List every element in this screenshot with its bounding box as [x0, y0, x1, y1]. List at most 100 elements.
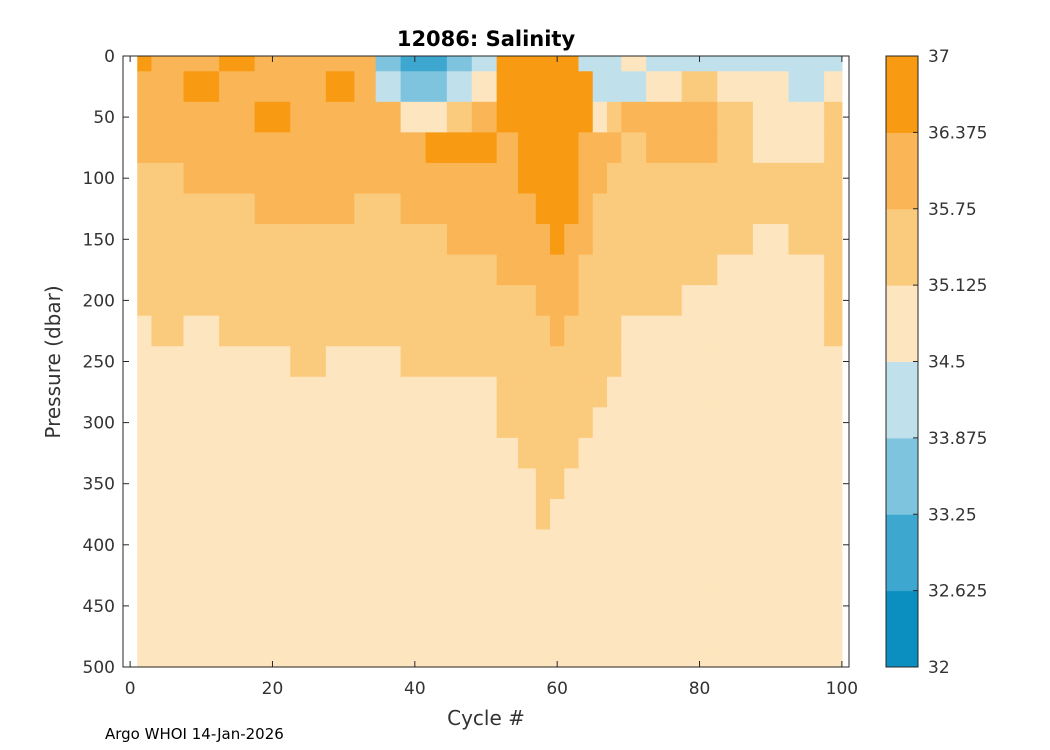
- salinity-cell: [564, 315, 580, 347]
- salinity-cell: [535, 56, 551, 72]
- salinity-cell: [137, 71, 153, 103]
- salinity-cell: [496, 101, 519, 133]
- salinity-cell: [183, 315, 220, 347]
- salinity-cell: [325, 560, 355, 592]
- salinity-cell: [788, 651, 825, 668]
- salinity-cell: [788, 101, 825, 133]
- salinity-cell: [151, 193, 185, 225]
- salinity-cell: [254, 71, 291, 103]
- salinity-cell: [752, 437, 790, 470]
- salinity-cell: [290, 498, 327, 531]
- salinity-cell: [425, 590, 448, 622]
- salinity-cell: [183, 193, 220, 225]
- salinity-cell: [219, 407, 256, 439]
- salinity-cell: [354, 315, 377, 347]
- salinity-cell: [824, 346, 843, 378]
- salinity-cell: [425, 224, 448, 256]
- salinity-cell: [535, 376, 551, 408]
- salinity-cell: [788, 437, 825, 470]
- salinity-cell: [550, 162, 565, 195]
- salinity-cell: [788, 162, 825, 195]
- salinity-cell: [681, 651, 718, 668]
- salinity-cell: [621, 224, 647, 256]
- salinity-cell: [592, 468, 608, 500]
- salinity-cell: [219, 621, 256, 653]
- salinity-cell: [400, 621, 427, 653]
- salinity-cell: [290, 468, 327, 500]
- salinity-cell: [646, 162, 683, 195]
- x-axis-label: Cycle #: [447, 706, 525, 730]
- salinity-cell: [646, 101, 683, 133]
- salinity-cell: [578, 132, 594, 164]
- salinity-cell: [621, 498, 647, 531]
- salinity-cell: [400, 71, 427, 103]
- salinity-cell: [151, 498, 185, 531]
- salinity-cell: [717, 468, 754, 500]
- salinity-cell: [824, 224, 843, 256]
- salinity-cell: [518, 437, 537, 470]
- salinity-cell: [717, 254, 754, 286]
- salinity-cell: [518, 529, 537, 561]
- x-axis: 0 20 40 60 80 100: [125, 56, 858, 699]
- salinity-cell: [400, 132, 427, 164]
- salinity-cell: [375, 407, 402, 439]
- salinity-cell: [578, 346, 594, 378]
- salinity-cell: [151, 346, 185, 378]
- salinity-cell: [550, 560, 565, 592]
- salinity-cell: [578, 468, 594, 500]
- salinity-cell: [518, 132, 537, 164]
- salinity-cell: [471, 285, 498, 317]
- salinity-cell: [137, 224, 153, 256]
- salinity-cell: [354, 56, 377, 72]
- salinity-cell: [354, 437, 377, 470]
- salinity-cell: [183, 132, 220, 164]
- salinity-cell: [151, 315, 185, 347]
- salinity-cell: [788, 224, 825, 256]
- salinity-cell: [607, 193, 622, 225]
- chart-title: 12086: Salinity: [397, 27, 576, 51]
- salinity-cell: [550, 498, 565, 531]
- salinity-cell: [717, 101, 754, 133]
- salinity-cell: [578, 590, 594, 622]
- salinity-cell: [824, 468, 843, 500]
- salinity-cell: [151, 621, 185, 653]
- salinity-cell: [325, 376, 355, 408]
- salinity-cell: [621, 285, 647, 317]
- salinity-cell: [550, 468, 565, 500]
- salinity-cell: [446, 285, 473, 317]
- salinity-cell: [446, 529, 473, 561]
- salinity-cell: [681, 437, 718, 470]
- salinity-cell: [717, 56, 754, 72]
- salinity-cell: [518, 621, 537, 653]
- salinity-cell: [788, 407, 825, 439]
- salinity-cell: [578, 529, 594, 561]
- salinity-cell: [752, 56, 790, 72]
- salinity-cell: [400, 162, 427, 195]
- colorbar: 32 32.625 33.25 33.875 34.5 35.125 35.75 36.375…: [885, 47, 987, 678]
- salinity-cell: [788, 254, 825, 286]
- salinity-cell: [824, 590, 843, 622]
- salinity-cell: [564, 498, 580, 531]
- salinity-cell: [471, 468, 498, 500]
- salinity-cell: [446, 254, 473, 286]
- salinity-cell: [290, 101, 327, 133]
- salinity-cell: [592, 407, 608, 439]
- salinity-cell: [400, 56, 427, 72]
- salinity-cell: [824, 132, 843, 164]
- salinity-cell: [375, 621, 402, 653]
- salinity-cell: [400, 315, 427, 347]
- salinity-cell: [446, 315, 473, 347]
- salinity-cell: [219, 560, 256, 592]
- salinity-cell: [824, 498, 843, 531]
- salinity-cell: [151, 132, 185, 164]
- salinity-cell: [471, 162, 498, 195]
- salinity-cell: [788, 560, 825, 592]
- salinity-cell: [717, 346, 754, 378]
- salinity-cell: [290, 193, 327, 225]
- salinity-cell: [621, 407, 647, 439]
- salinity-cell: [564, 590, 580, 622]
- salinity-cell: [425, 498, 448, 531]
- salinity-cell: [151, 162, 185, 195]
- salinity-cell: [290, 346, 327, 378]
- salinity-cell: [137, 376, 153, 408]
